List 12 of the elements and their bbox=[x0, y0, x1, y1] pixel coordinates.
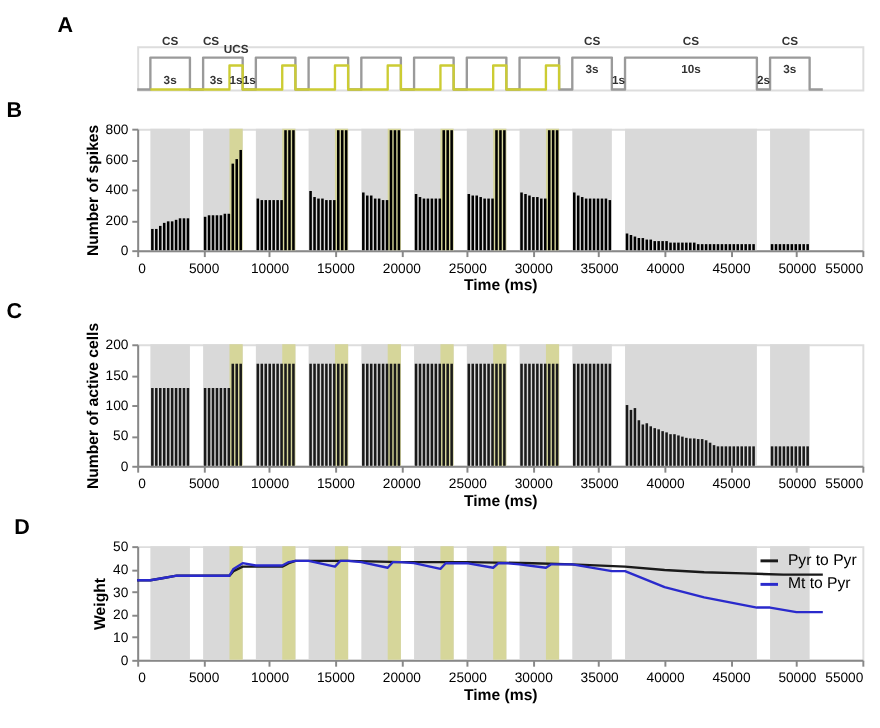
chart-title: A bbox=[57, 13, 74, 38]
legend-label: Pyr to Pyr bbox=[787, 550, 858, 569]
x-axis-title: Time (ms) bbox=[463, 276, 539, 295]
chart-title: D bbox=[14, 516, 31, 541]
x-axis-title: Time (ms) bbox=[463, 491, 539, 510]
chart-title: C bbox=[6, 299, 23, 324]
y-axis-title: Number of active cells bbox=[83, 321, 102, 490]
y-axis-title: Weight bbox=[91, 577, 110, 630]
legend-label: Mt to Pyr bbox=[787, 574, 852, 593]
x-axis-title: Time (ms) bbox=[463, 686, 539, 704]
y-axis-title: Number of spikes bbox=[83, 123, 102, 257]
chart-title: B bbox=[6, 98, 23, 123]
